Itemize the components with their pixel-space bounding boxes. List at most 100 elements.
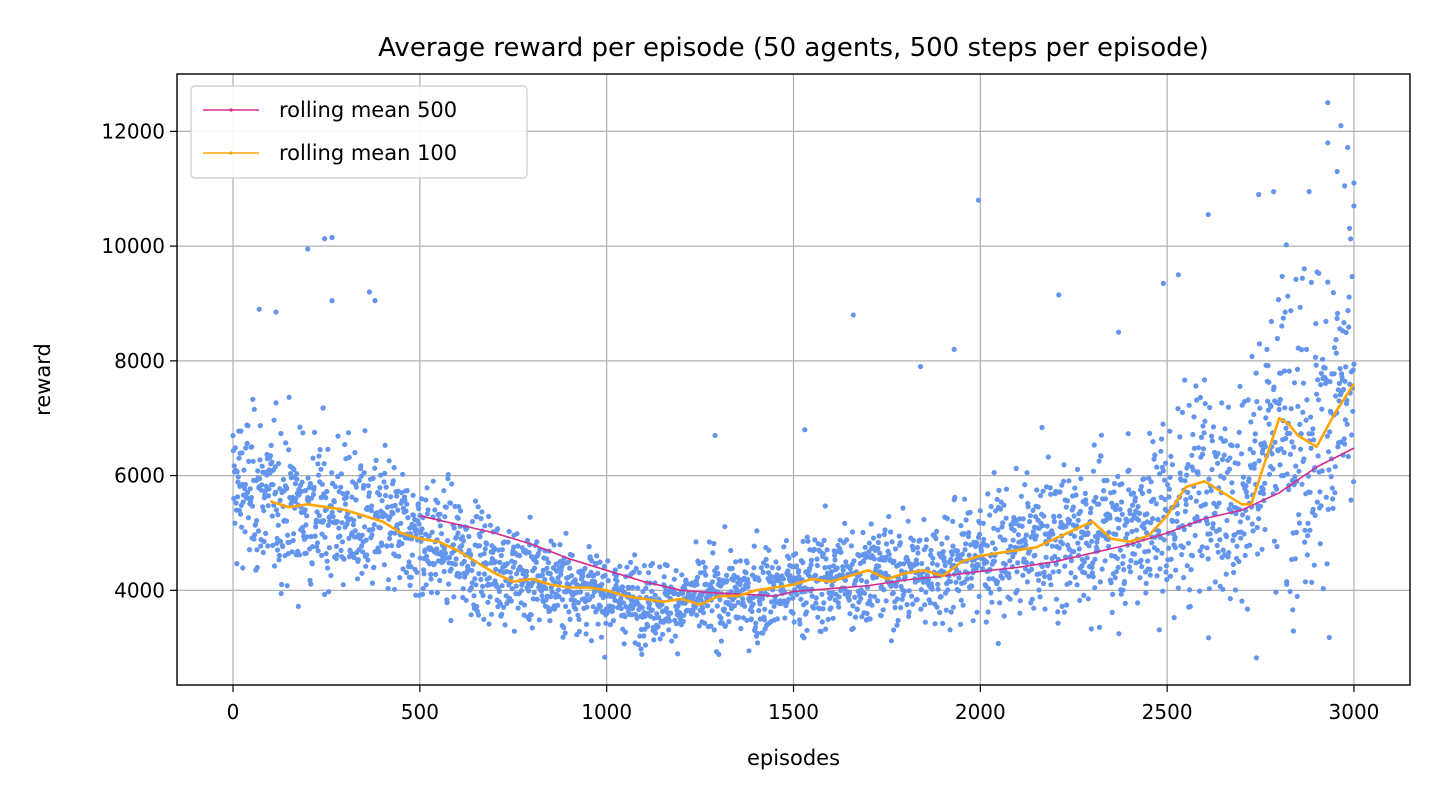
scatter-point — [1041, 569, 1047, 575]
scatter-point — [335, 473, 341, 480]
scatter-point — [292, 481, 298, 487]
scatter-point — [404, 501, 410, 507]
scatter-point — [743, 570, 749, 576]
scatter-point — [346, 454, 352, 460]
scatter-point — [339, 539, 346, 545]
scatter-point — [1180, 544, 1186, 551]
scatter-point — [1168, 556, 1174, 562]
scatter-point — [708, 592, 714, 598]
scatter-point — [1312, 512, 1318, 519]
y-axis-label: reward — [31, 343, 55, 416]
scatter-point — [1317, 541, 1323, 547]
scatter-point — [745, 584, 751, 590]
scatter-point — [447, 500, 454, 506]
scatter-point — [1269, 451, 1275, 457]
scatter-point — [1167, 573, 1174, 579]
scatter-point — [849, 529, 856, 535]
scatter-point — [1120, 561, 1126, 567]
scatter-point — [674, 621, 680, 627]
scatter-point — [545, 560, 552, 566]
scatter-point — [844, 537, 850, 543]
scatter-point — [278, 590, 284, 597]
scatter-point — [1042, 573, 1048, 580]
scatter-point — [1303, 417, 1309, 423]
scatter-point — [338, 547, 344, 554]
scatter-point — [1282, 405, 1288, 411]
scatter-point — [814, 562, 821, 569]
scatter-point — [1020, 572, 1026, 578]
scatter-point — [1168, 453, 1174, 459]
scatter-point — [246, 547, 253, 553]
scatter-point — [1301, 456, 1307, 462]
scatter-point — [1184, 472, 1190, 478]
scatter-point — [1302, 527, 1308, 533]
scatter-point — [1325, 449, 1332, 455]
scatter-point — [1191, 414, 1197, 420]
scatter-point — [836, 604, 842, 610]
scatter-point — [948, 556, 954, 563]
scatter-point — [808, 562, 814, 568]
scatter-point — [1061, 478, 1067, 484]
scatter-point — [1247, 542, 1253, 548]
scatter-point — [1047, 485, 1053, 491]
scatter-point — [881, 587, 887, 593]
scatter-point — [375, 514, 381, 520]
scatter-point — [261, 508, 267, 514]
scatter-point — [284, 583, 290, 589]
scatter-point — [883, 554, 889, 561]
scatter-point — [1133, 508, 1139, 514]
scatter-point — [468, 585, 474, 591]
scatter-point — [352, 450, 358, 456]
scatter-point — [1075, 517, 1081, 523]
scatter-point — [696, 561, 702, 567]
scatter-point — [950, 518, 956, 525]
scatter-point — [435, 500, 441, 506]
scatter-point — [786, 596, 792, 602]
scatter-point — [698, 596, 704, 603]
scatter-point — [1270, 466, 1276, 472]
scatter-point — [235, 474, 241, 480]
scatter-point — [1235, 461, 1241, 467]
scatter-point — [803, 600, 809, 606]
scatter-point — [1126, 564, 1132, 570]
scatter-point — [1208, 488, 1214, 494]
scatter-point — [822, 503, 828, 509]
scatter-point — [335, 433, 341, 439]
scatter-point — [1299, 275, 1305, 281]
scatter-point — [1032, 552, 1038, 559]
scatter-point — [1001, 502, 1007, 508]
scatter-point — [917, 537, 923, 543]
scatter-point — [310, 455, 316, 461]
scatter-point — [266, 486, 272, 492]
scatter-point — [1037, 571, 1043, 577]
scatter-point — [1167, 474, 1173, 480]
scatter-point — [1236, 429, 1242, 435]
scatter-point — [1143, 590, 1149, 596]
scatter-point — [311, 429, 318, 435]
scatter-point — [257, 476, 263, 482]
scatter-point — [1221, 452, 1227, 458]
scatter-point — [342, 441, 348, 448]
scatter-point — [269, 459, 275, 465]
scatter-point — [1182, 377, 1188, 383]
scatter-point — [1169, 462, 1175, 468]
scatter-point — [352, 528, 358, 534]
scatter-point — [1099, 566, 1105, 572]
scatter-point — [1326, 634, 1332, 641]
scatter-point — [487, 522, 494, 528]
scatter-point — [785, 568, 791, 574]
scatter-point — [705, 603, 711, 609]
scatter-point — [1109, 500, 1115, 506]
scatter-point — [1071, 548, 1077, 555]
scatter-point — [1229, 480, 1235, 486]
scatter-point — [515, 543, 521, 549]
scatter-point — [446, 554, 452, 561]
scatter-point — [1343, 364, 1349, 370]
scatter-point — [1113, 506, 1119, 513]
scatter-point — [643, 585, 649, 591]
scatter-point — [1200, 423, 1206, 429]
scatter-point — [288, 471, 294, 477]
scatter-point — [484, 541, 490, 547]
scatter-point — [1179, 552, 1185, 558]
scatter-point — [453, 556, 459, 562]
